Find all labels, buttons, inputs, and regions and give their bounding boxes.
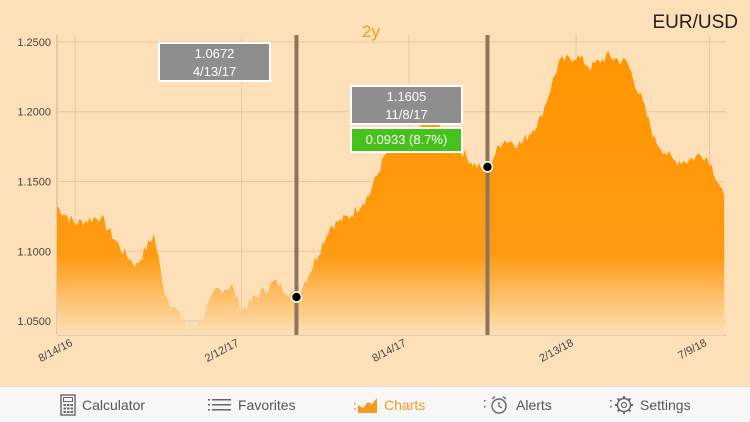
y-tick-label: 1.2500 bbox=[17, 37, 51, 49]
tab-calculator-label: Calculator bbox=[82, 396, 146, 413]
tab-alerts[interactable]: Alerts bbox=[484, 387, 552, 422]
marker-1-date: 4/13/17 bbox=[192, 64, 237, 79]
x-tick-label: 2/13/18 bbox=[537, 337, 575, 365]
tab-settings-label: Settings bbox=[640, 396, 691, 413]
calculator-icon bbox=[60, 393, 76, 416]
tab-settings[interactable]: Settings bbox=[610, 387, 691, 422]
tab-favorites-label: Favorites bbox=[238, 396, 296, 413]
marker-1-point[interactable] bbox=[290, 291, 303, 303]
price-area bbox=[57, 50, 725, 336]
marker-1-tooltip: 1.0672 4/13/17 bbox=[158, 42, 271, 82]
tab-favorites[interactable]: Favorites bbox=[208, 387, 296, 422]
gear-icon bbox=[610, 395, 634, 415]
marker-2-point[interactable] bbox=[481, 161, 494, 173]
y-tick-label: 1.1500 bbox=[17, 177, 51, 189]
y-tick-label: 1.2000 bbox=[17, 107, 51, 119]
tab-alerts-label: Alerts bbox=[516, 396, 552, 413]
chart-icon bbox=[354, 397, 378, 413]
y-tick-label: 1.1000 bbox=[17, 246, 51, 258]
time-range-label[interactable]: 2y bbox=[362, 22, 380, 41]
alarm-clock-icon bbox=[484, 395, 510, 415]
tab-charts-label: Charts bbox=[384, 396, 426, 413]
x-tick-label: 8/14/17 bbox=[370, 337, 408, 365]
marker-2-date: 11/8/17 bbox=[385, 107, 428, 122]
x-tick-label: 2/12/17 bbox=[203, 337, 241, 365]
y-tick-label: 1.0500 bbox=[17, 316, 51, 328]
x-tick-label: 7/9/18 bbox=[676, 337, 709, 362]
marker-2-tooltip: 1.1605 11/8/17 bbox=[350, 85, 463, 125]
chart-area[interactable]: 1.2500 1.2000 1.1500 1.1000 1.0500 8/14/16 2/1… bbox=[0, 0, 750, 386]
x-tick-label: 8/14/16 bbox=[37, 337, 75, 365]
tab-charts[interactable]: Charts bbox=[354, 387, 425, 422]
marker-1-value: 1.0672 bbox=[194, 46, 235, 61]
price-chart[interactable]: 1.2500 1.2000 1.1500 1.1000 1.0500 8/14/16 2/1… bbox=[0, 0, 750, 386]
marker-2-value: 1.1605 bbox=[386, 89, 427, 104]
tab-calculator[interactable]: Calculator bbox=[60, 387, 145, 422]
list-icon bbox=[208, 397, 232, 413]
change-badge: 0.0933 (8.7%) bbox=[350, 127, 463, 153]
tab-bar: Calculator Favorites Charts Alerts Setti… bbox=[0, 386, 750, 422]
currency-pair-label: EUR/USD bbox=[652, 12, 738, 33]
